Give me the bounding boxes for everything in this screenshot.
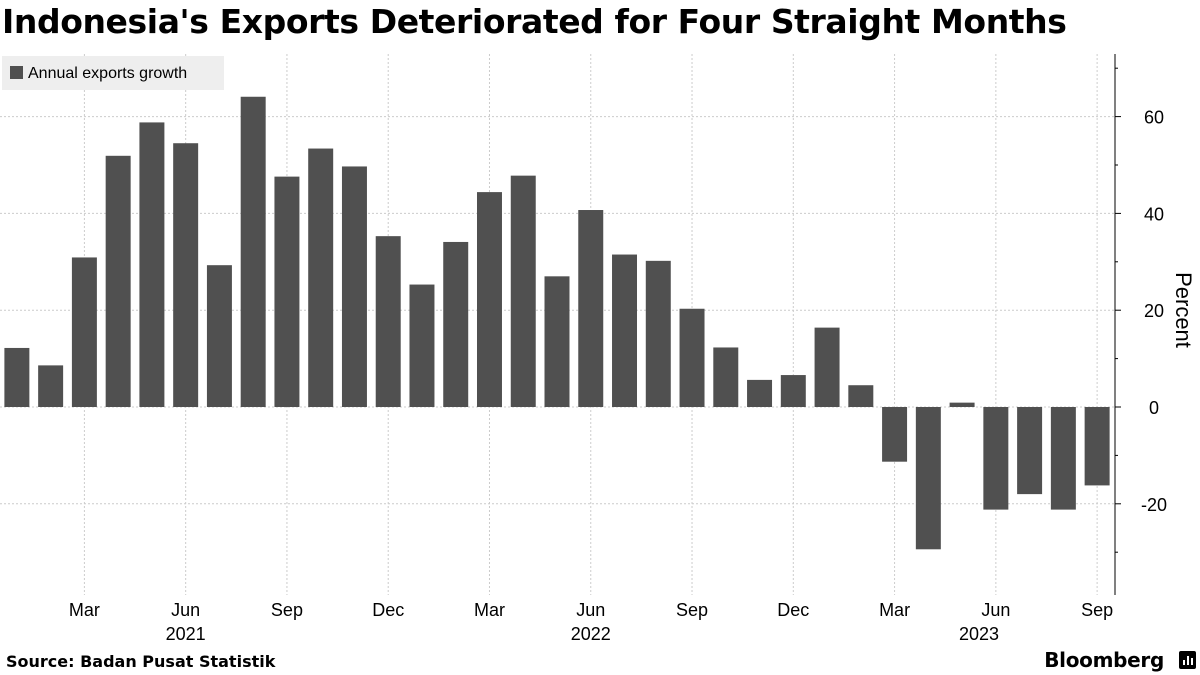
bar: [443, 241, 469, 407]
x-year-label: 2021: [166, 624, 206, 644]
bar: [476, 192, 502, 407]
bar: [139, 122, 165, 408]
bar: [915, 407, 941, 550]
y-tick-label: 60: [1144, 108, 1164, 128]
bar: [848, 385, 874, 407]
bar: [780, 375, 806, 407]
legend-background: [2, 56, 224, 90]
x-tick-label: Sep: [676, 600, 708, 620]
bar: [71, 257, 97, 407]
bar: [544, 276, 570, 407]
x-tick-label: Sep: [1081, 600, 1113, 620]
x-tick-label: Jun: [981, 600, 1010, 620]
x-year-label: 2022: [571, 624, 611, 644]
bar: [882, 407, 908, 462]
x-tick-label: Jun: [171, 600, 200, 620]
bar: [206, 265, 232, 407]
bar: [645, 260, 671, 407]
bar: [1050, 407, 1076, 510]
y-tick-label: 40: [1144, 204, 1164, 224]
bar: [578, 210, 604, 407]
legend-label: Annual exports growth: [28, 65, 187, 82]
legend-swatch: [10, 66, 23, 79]
x-tick-label: Sep: [271, 600, 303, 620]
bar: [713, 347, 739, 407]
bar: [274, 176, 300, 407]
x-tick-label: Dec: [777, 600, 809, 620]
y-tick-label: 0: [1149, 398, 1159, 418]
bar: [1017, 407, 1043, 495]
bar-series: [4, 96, 1110, 550]
bar: [612, 254, 638, 407]
x-tick-label: Mar: [879, 600, 910, 620]
legend: Annual exports growth: [2, 56, 224, 90]
bar: [308, 148, 334, 407]
bar: [240, 96, 266, 408]
bar: [949, 402, 975, 407]
x-tick-label: Dec: [372, 600, 404, 620]
y-axis: -20 0 20 40 60: [1114, 54, 1167, 595]
y-tick-label: -20: [1141, 495, 1167, 515]
source-note: Source: Badan Pusat Statistik: [6, 652, 276, 671]
bar: [173, 143, 199, 407]
x-axis: Mar Jun Sep Dec Mar Jun Sep Dec Mar Jun Sep 2021 202…: [69, 600, 1113, 644]
bloomberg-terminal-icon: [1179, 651, 1196, 669]
x-tick-label: Mar: [69, 600, 100, 620]
x-tick-label: Mar: [474, 600, 505, 620]
bar: [38, 365, 64, 407]
bloomberg-logo: Bloomberg: [1044, 648, 1164, 672]
bar: [510, 175, 536, 407]
chart-title: Indonesia's Exports Deteriorated for Fou…: [2, 2, 1067, 41]
bar: [105, 155, 131, 407]
y-axis-title: Percent: [1171, 272, 1196, 348]
bar: [814, 327, 840, 407]
bar: [679, 308, 705, 407]
bar: [341, 166, 367, 407]
y-tick-label: 20: [1144, 301, 1164, 321]
bar: [409, 284, 435, 407]
bar: [4, 347, 30, 407]
bar: [1084, 407, 1110, 486]
x-tick-label: Jun: [576, 600, 605, 620]
bar: [375, 236, 401, 407]
bar: [983, 407, 1009, 510]
bar: [747, 379, 773, 407]
x-year-label: 2023: [959, 624, 999, 644]
